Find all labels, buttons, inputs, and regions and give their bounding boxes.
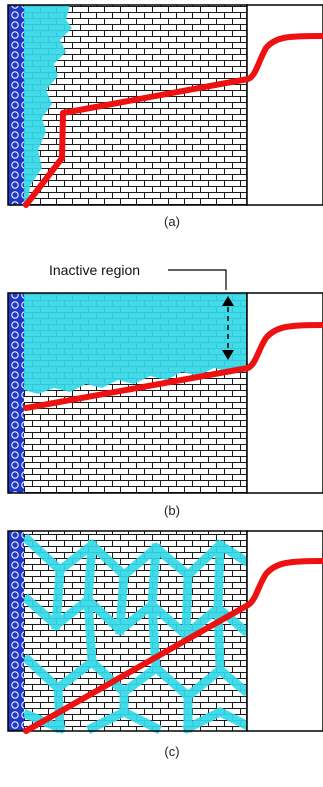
panel-b: Inactive region (b)	[7, 262, 323, 518]
reaction-front	[23, 322, 323, 411]
electrode-strip	[8, 293, 24, 493]
active-network	[21, 533, 251, 735]
caption-c: (c)	[164, 744, 179, 759]
inactive-region-label: Inactive region	[49, 262, 140, 278]
electrode-strip	[8, 531, 24, 731]
caption-b: (b)	[164, 503, 180, 518]
panel-c: (c)	[7, 530, 323, 759]
reaction-front	[23, 33, 323, 208]
active-region	[24, 5, 72, 205]
leader-line	[168, 269, 227, 290]
inactive-band	[24, 293, 247, 394]
electrode-strip	[8, 5, 24, 205]
double-headed-arrow-icon	[222, 296, 234, 360]
caption-a: (a)	[164, 214, 180, 229]
reaction-front	[23, 558, 323, 734]
panel-a: (a)	[7, 4, 323, 229]
